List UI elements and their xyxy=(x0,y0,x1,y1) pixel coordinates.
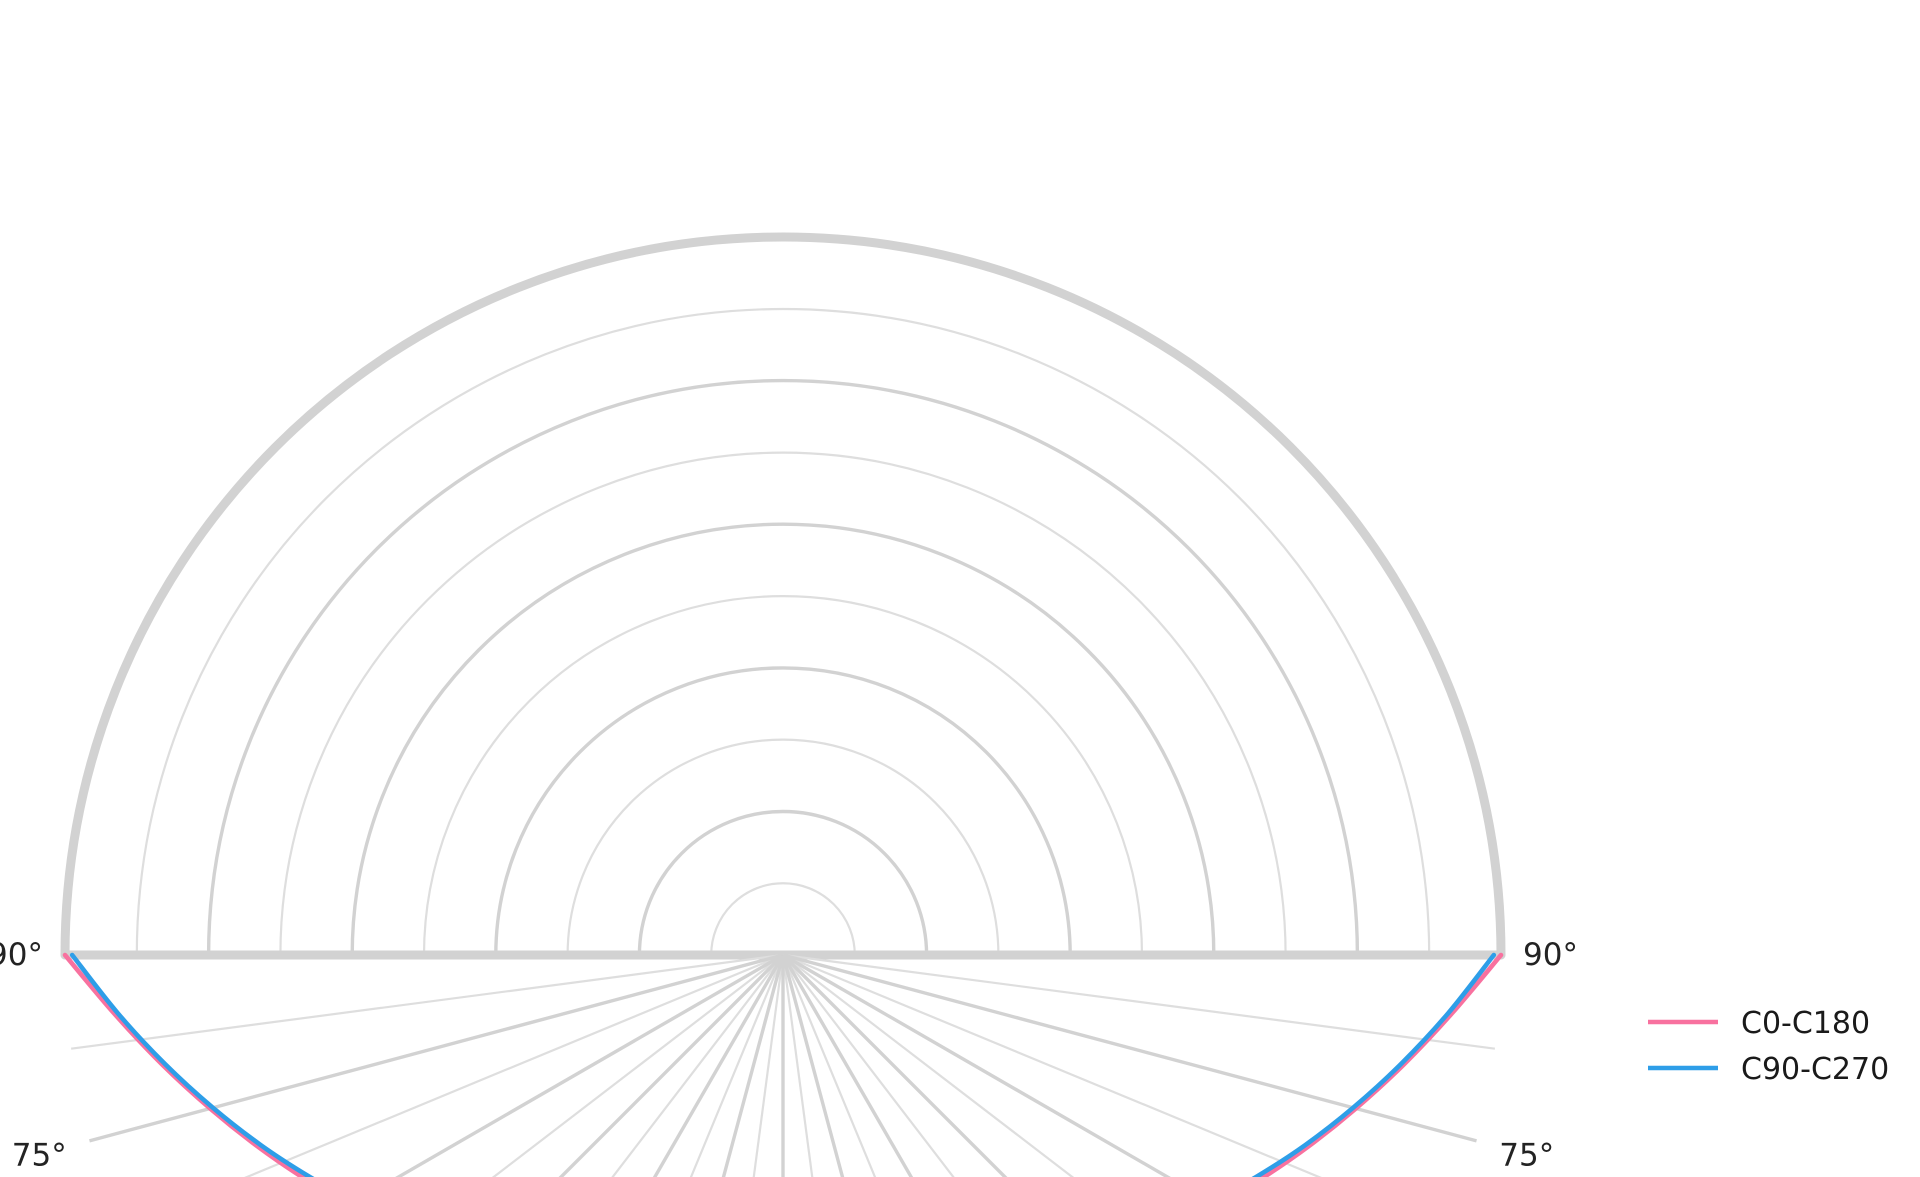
grid-spoke-minor xyxy=(782,954,1075,1177)
grid-ring-minor xyxy=(422,594,1144,956)
grid-ring-major xyxy=(206,378,1360,957)
legend-label-2[interactable]: C90-C270 xyxy=(1741,1052,1889,1087)
grid-ring-minor xyxy=(279,451,1287,956)
grid-spoke-major xyxy=(89,953,784,1143)
grid-ring-minor xyxy=(566,738,1000,956)
grid-spoke-minor xyxy=(70,953,784,1050)
grid-spoke-minor xyxy=(491,954,784,1177)
grid-spoke-minor xyxy=(689,954,785,1177)
grid-spoke-major xyxy=(652,954,785,1177)
grid-spoke-major xyxy=(558,953,785,1177)
grid-spoke-major xyxy=(782,953,1171,1177)
grid-spoke-minor xyxy=(244,953,784,1177)
grid-ring-minor xyxy=(135,307,1431,956)
grid-spoke-minor xyxy=(611,954,784,1177)
grid-spoke-major xyxy=(782,953,1477,1143)
grid-spoke-minor xyxy=(752,954,785,1177)
grid-spoke-major xyxy=(395,953,784,1177)
grid-ring-minor xyxy=(710,882,856,956)
grid-ring-major xyxy=(494,666,1072,957)
grid-spoke-major xyxy=(721,954,785,1177)
grid-outer-ring xyxy=(60,232,1506,960)
grid-ring-major xyxy=(350,522,1216,957)
grid-spoke-minor xyxy=(782,954,955,1177)
grid-spoke-major xyxy=(781,954,914,1177)
angle-tick-label: 75° xyxy=(1499,1137,1554,1173)
angle-labels-layer: 90°75°60°45°30°15°0°15°30°45°60°75°90° xyxy=(0,937,1578,1173)
grid-spoke-minor xyxy=(781,954,877,1177)
grid-spoke-minor xyxy=(781,954,814,1177)
grid-spoke-minor xyxy=(782,953,1322,1177)
angle-tick-label: 90° xyxy=(0,937,43,973)
grid-layer xyxy=(60,232,1506,1177)
legend[interactable]: C0-C180 C90-C270 xyxy=(1648,1006,1889,1087)
angle-tick-label: 75° xyxy=(12,1137,67,1173)
grid-ring-major xyxy=(637,809,929,957)
legend-label-1[interactable]: C0-C180 xyxy=(1741,1006,1870,1041)
angle-tick-label: 90° xyxy=(1523,937,1578,973)
grid-spoke-minor xyxy=(782,953,1496,1050)
grid-spoke-major xyxy=(781,953,1008,1177)
grid-spoke-major xyxy=(781,954,845,1177)
